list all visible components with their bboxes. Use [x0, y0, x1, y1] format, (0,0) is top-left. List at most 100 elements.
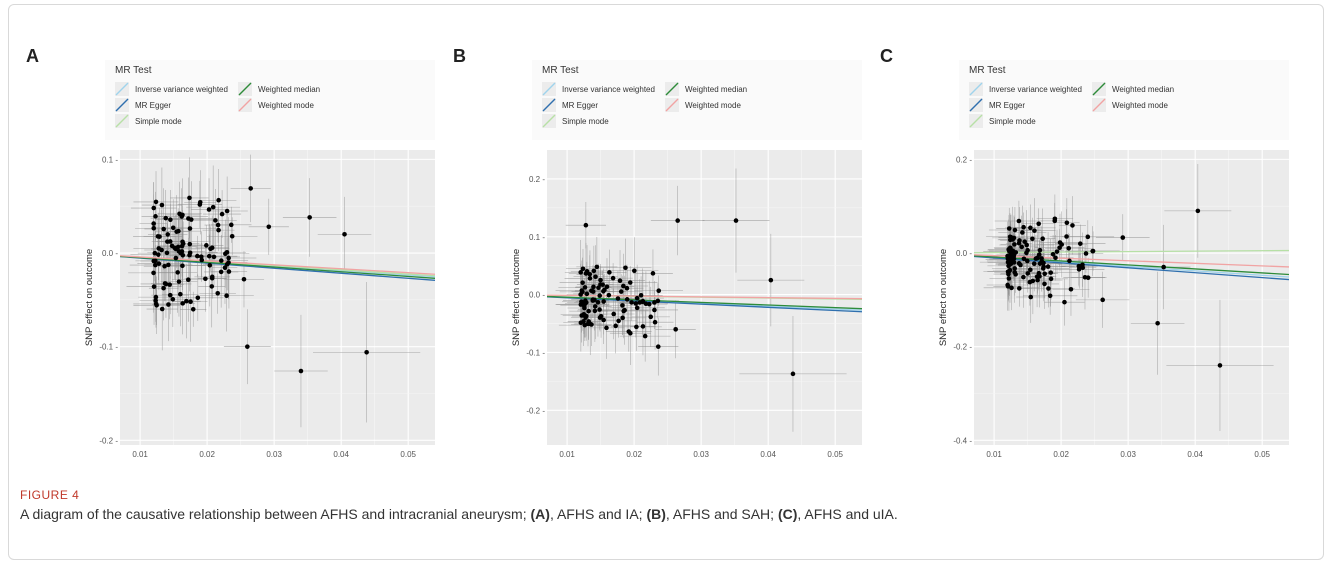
data-point	[165, 232, 171, 237]
data-point	[626, 329, 632, 334]
data-point	[152, 250, 158, 256]
legend-swatch	[1092, 82, 1106, 96]
legend-title: MR Test	[115, 65, 152, 76]
data-point	[597, 315, 603, 320]
data-point	[790, 371, 796, 377]
data-point	[169, 243, 175, 249]
legend-entry: Inverse variance weighted	[115, 82, 228, 96]
panel-label-b: B	[453, 46, 466, 66]
y-tick-label: -0.1 -	[99, 343, 118, 352]
legend-title: MR Test	[542, 65, 579, 76]
data-point	[226, 269, 232, 274]
data-point	[1100, 297, 1105, 303]
data-point	[643, 301, 649, 307]
x-tick-label: 0.01	[986, 450, 1002, 459]
data-point	[1047, 293, 1053, 299]
regression-line	[547, 295, 862, 310]
legend-entry: Weighted mode	[1092, 98, 1168, 112]
data-point	[186, 216, 191, 221]
data-point	[1090, 248, 1095, 254]
legend-label: Weighted mode	[685, 101, 741, 110]
data-point	[178, 250, 183, 256]
data-points	[578, 218, 796, 377]
chart-panel-a: A MR Test Inverse variance weighted MR Egg…	[20, 40, 445, 460]
x-tick-label: 0.04	[760, 450, 776, 459]
data-point	[204, 243, 209, 248]
data-point	[195, 295, 201, 301]
data-point	[1016, 240, 1022, 246]
data-point	[584, 291, 590, 297]
data-point	[611, 311, 617, 317]
x-tick-label: 0.04	[333, 450, 349, 459]
panel-label-a: A	[26, 46, 39, 66]
regression-line	[120, 255, 435, 275]
caption-part: (A)	[530, 506, 550, 522]
data-point	[197, 202, 203, 207]
data-point	[629, 300, 634, 305]
data-point	[579, 313, 585, 318]
data-point	[1024, 242, 1030, 248]
data-point	[622, 307, 627, 313]
data-point	[1036, 270, 1042, 276]
legend-swatch	[665, 98, 679, 112]
data-point	[1050, 251, 1056, 257]
legend-entry: Weighted median	[238, 82, 320, 96]
legend-swatch	[969, 82, 983, 96]
data-point	[185, 277, 191, 283]
x-tick-label: 0.05	[1254, 450, 1270, 459]
x-tick-label: 0.03	[266, 450, 282, 459]
x-tick-label: 0.02	[1053, 450, 1069, 459]
data-point	[342, 231, 347, 237]
data-point	[1070, 223, 1075, 228]
data-point	[1021, 224, 1026, 230]
gridlines	[120, 150, 435, 445]
data-point	[1021, 256, 1027, 262]
data-point	[219, 211, 225, 217]
legend-swatch	[115, 114, 129, 128]
data-point	[1048, 270, 1054, 275]
data-point	[640, 299, 645, 305]
y-axis-title: SNP effect on outcome	[84, 249, 95, 346]
data-point	[1025, 271, 1031, 276]
data-point	[1064, 220, 1070, 226]
data-point	[632, 268, 637, 274]
data-point	[245, 344, 250, 349]
legend-swatch	[238, 98, 252, 112]
data-point	[1028, 225, 1033, 231]
data-point	[223, 251, 228, 257]
data-point	[623, 265, 628, 271]
data-point	[592, 297, 597, 303]
legend-label: Inverse variance weighted	[989, 85, 1082, 94]
data-point	[1006, 271, 1011, 277]
data-point	[187, 195, 192, 201]
data-point	[157, 234, 162, 239]
data-point	[153, 214, 158, 219]
data-point	[180, 263, 185, 269]
data-point	[1077, 241, 1083, 246]
data-point	[621, 283, 626, 289]
regression-lines	[120, 255, 435, 281]
data-point	[1035, 277, 1040, 283]
data-point	[224, 293, 229, 299]
data-point	[640, 324, 646, 329]
data-point	[153, 294, 159, 300]
data-point	[364, 349, 369, 355]
legend-label: MR Egger	[989, 101, 1025, 110]
data-point	[1020, 230, 1025, 235]
data-point	[1006, 263, 1011, 269]
data-point	[595, 299, 601, 305]
data-point	[1042, 271, 1048, 277]
data-point	[604, 325, 609, 331]
data-point	[579, 299, 584, 304]
data-point	[209, 284, 215, 289]
legend-entry: MR Egger	[969, 98, 1025, 112]
legend-entry: Weighted mode	[665, 98, 741, 112]
data-point	[593, 274, 598, 280]
caption-part: A diagram of the causative relationship …	[20, 506, 531, 522]
data-point	[226, 260, 231, 265]
data-point	[578, 320, 584, 326]
data-point	[583, 315, 588, 320]
chart-panel-b: B MR Test Inverse variance weighted MR Egg…	[447, 40, 872, 460]
data-point	[624, 297, 630, 302]
data-point	[579, 288, 585, 293]
